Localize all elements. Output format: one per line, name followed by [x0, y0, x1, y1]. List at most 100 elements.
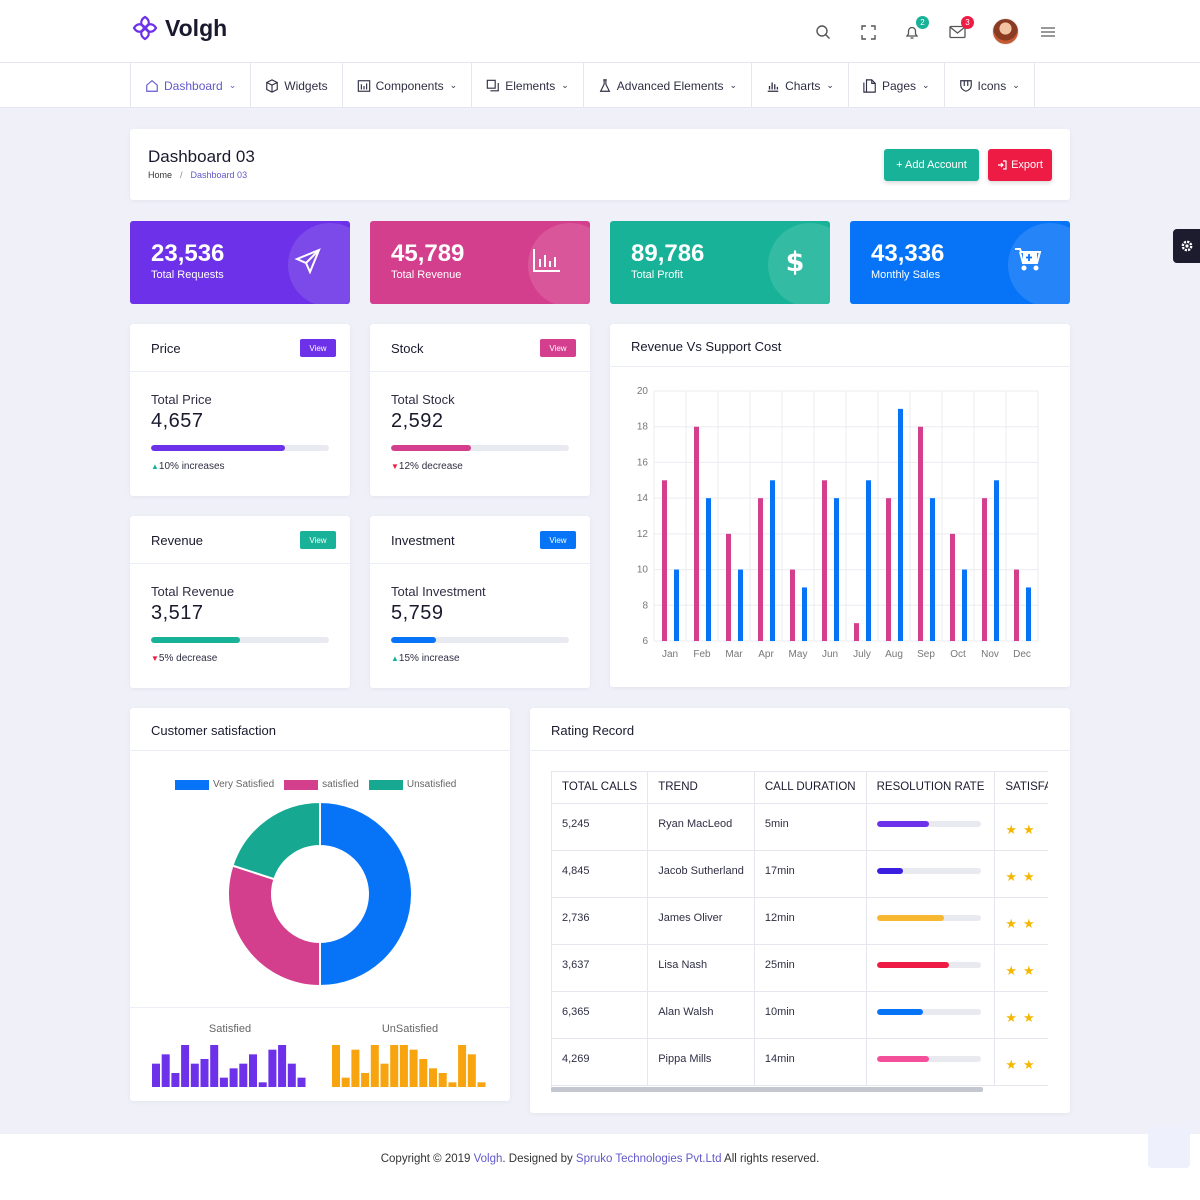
- notifications-bell-icon[interactable]: 2: [901, 16, 929, 43]
- card-title: Customer satisfaction: [151, 723, 276, 738]
- nav-item-icons[interactable]: Icons ⌄: [945, 63, 1035, 108]
- trend-down-icon: ▼: [391, 462, 399, 471]
- top-header: Volgh 2 3: [0, 0, 1200, 63]
- search-icon[interactable]: [812, 21, 834, 43]
- spark-bar: [341, 1077, 350, 1087]
- donut-legend: Very Satisfied satisfied Unsatisfied: [175, 779, 456, 790]
- brand-logo[interactable]: Volgh: [131, 14, 227, 42]
- trend-note: ▼5% decrease: [151, 653, 218, 664]
- horizontal-scrollbar[interactable]: [551, 1087, 983, 1092]
- paper-plane-icon: [294, 248, 321, 275]
- dollar-icon: $: [786, 247, 804, 276]
- pages-icon: [863, 78, 876, 93]
- cell-trend: Jacob Sutherland: [647, 850, 755, 898]
- bar-series-0: [790, 569, 795, 641]
- nav-item-components[interactable]: Components ⌄: [343, 63, 473, 108]
- nav-item-dashboard[interactable]: Dashboard ⌄: [131, 63, 252, 108]
- y-tick-label: 20: [637, 386, 649, 397]
- fullscreen-icon[interactable]: [857, 21, 879, 43]
- spark-bar: [171, 1073, 180, 1087]
- bar-series-0: [694, 426, 699, 641]
- revenue-bar-chart: 6 8 10 12 14 16 18 20 Jan Feb Mar Apr May Jun July Aug S…: [637, 386, 1039, 660]
- cell-trend: Lisa Nash: [647, 944, 755, 992]
- legend-swatch: [175, 779, 209, 790]
- cell-resolution-rate: [866, 991, 996, 1039]
- back-to-top-button[interactable]: [1148, 1126, 1190, 1168]
- bar-series-1: [706, 498, 711, 641]
- bar-series-0: [950, 533, 955, 641]
- stat-value: 45,789: [391, 240, 465, 267]
- spark-bar: [287, 1063, 296, 1087]
- x-tick-label: Dec: [1013, 649, 1031, 660]
- chevron-down-icon: ⌄: [729, 80, 738, 90]
- spark-bar: [152, 1063, 160, 1087]
- donut-slice-very-satisfied: [319, 800, 413, 988]
- nav-item-widgets[interactable]: Widgets: [251, 63, 343, 108]
- cell-total-calls: 4,269: [552, 1038, 649, 1086]
- cell-call-duration: 25min: [754, 944, 867, 992]
- spark-bar: [278, 1045, 287, 1087]
- sidebar-menu-icon[interactable]: [1037, 21, 1059, 43]
- cell-satisfaction: ★★: [994, 991, 1048, 1039]
- progress-bar: [151, 637, 329, 643]
- view-button[interactable]: View: [300, 531, 336, 549]
- spark-bar: [239, 1063, 248, 1087]
- star-icon: ★: [1023, 915, 1041, 931]
- notifications-badge: 2: [916, 16, 929, 29]
- trend-up-icon: ▲: [391, 654, 399, 663]
- settings-gear-icon[interactable]: [1173, 229, 1200, 263]
- add-account-button[interactable]: + Add Account: [884, 149, 979, 181]
- cell-satisfaction: ★★: [994, 803, 1048, 851]
- nav-item-charts[interactable]: Charts ⌄: [752, 63, 849, 108]
- legend-swatch: [368, 779, 403, 790]
- chart-title: Revenue Vs Support Cost: [631, 339, 782, 354]
- spark-bar: [429, 1068, 437, 1087]
- price-card: Price View Total Price 4,657 ▲10% increa…: [130, 324, 350, 496]
- satisfied-label: Satisfied: [208, 1023, 252, 1035]
- export-button[interactable]: Export: [988, 149, 1052, 181]
- rating-table-scroll[interactable]: TOTAL CALLS TREND CALL DURATION RESOLUTI…: [551, 771, 1048, 1093]
- stat-value: 43,336: [871, 240, 945, 267]
- sign-in-icon: [998, 160, 1007, 170]
- nav-item-elements[interactable]: Elements ⌄: [472, 63, 584, 108]
- cell-satisfaction: ★★: [994, 1038, 1048, 1086]
- chevron-down-icon: ⌄: [449, 80, 458, 90]
- cell-total-calls: 4,845: [552, 850, 649, 898]
- svg-text:$: $: [786, 247, 804, 276]
- spark-bar: [161, 1054, 170, 1087]
- table-row: 2,736 James Oliver 12min ★★: [552, 897, 1048, 945]
- breadcrumb-home[interactable]: Home: [148, 170, 173, 180]
- view-button[interactable]: View: [300, 339, 336, 357]
- nav-item-pages[interactable]: Pages ⌄: [849, 63, 945, 108]
- cell-call-duration: 10min: [754, 991, 867, 1039]
- bar-series-1: [674, 569, 679, 641]
- card-label: Total Investment: [391, 584, 486, 599]
- nav-item-advanced-elements[interactable]: Advanced Elements ⌄: [584, 63, 753, 108]
- brand-name: Volgh: [165, 14, 228, 41]
- view-button[interactable]: View: [540, 531, 576, 549]
- cell-call-duration: 12min: [754, 897, 867, 945]
- cart-icon: [1015, 248, 1042, 271]
- messages-mail-icon[interactable]: 3: [946, 16, 974, 43]
- stat-value: 23,536: [151, 240, 225, 267]
- spark-bar: [249, 1054, 257, 1087]
- nav-label: Pages: [881, 78, 916, 93]
- stat-card-total-requests: 23,536 Total Requests: [130, 221, 350, 304]
- nav-label: Elements: [505, 78, 556, 93]
- cell-total-calls: 2,736: [552, 897, 649, 945]
- footer-brand-link[interactable]: Volgh: [473, 1153, 503, 1165]
- stock-card: Stock View Total Stock 2,592 ▼12% decrea…: [370, 324, 590, 496]
- nav-menu: Dashboard ⌄ Widgets Components ⌄ Elements ⌄ Adv…: [130, 63, 1035, 108]
- spark-bar: [448, 1082, 457, 1087]
- spark-bar: [190, 1063, 199, 1087]
- y-tick-label: 6: [642, 636, 648, 647]
- cell-satisfaction: ★★: [994, 944, 1048, 992]
- user-avatar[interactable]: [992, 18, 1019, 45]
- footer-company-link[interactable]: Spruko Technologies Pvt.Ltd: [575, 1153, 722, 1165]
- table-row: 3,637 Lisa Nash 25min ★★: [552, 944, 1048, 992]
- spark-bar: [477, 1082, 486, 1087]
- view-button[interactable]: View: [540, 339, 576, 357]
- spark-bar: [467, 1054, 476, 1087]
- bar-chart-icon: [533, 249, 560, 272]
- logo-icon: [132, 15, 158, 41]
